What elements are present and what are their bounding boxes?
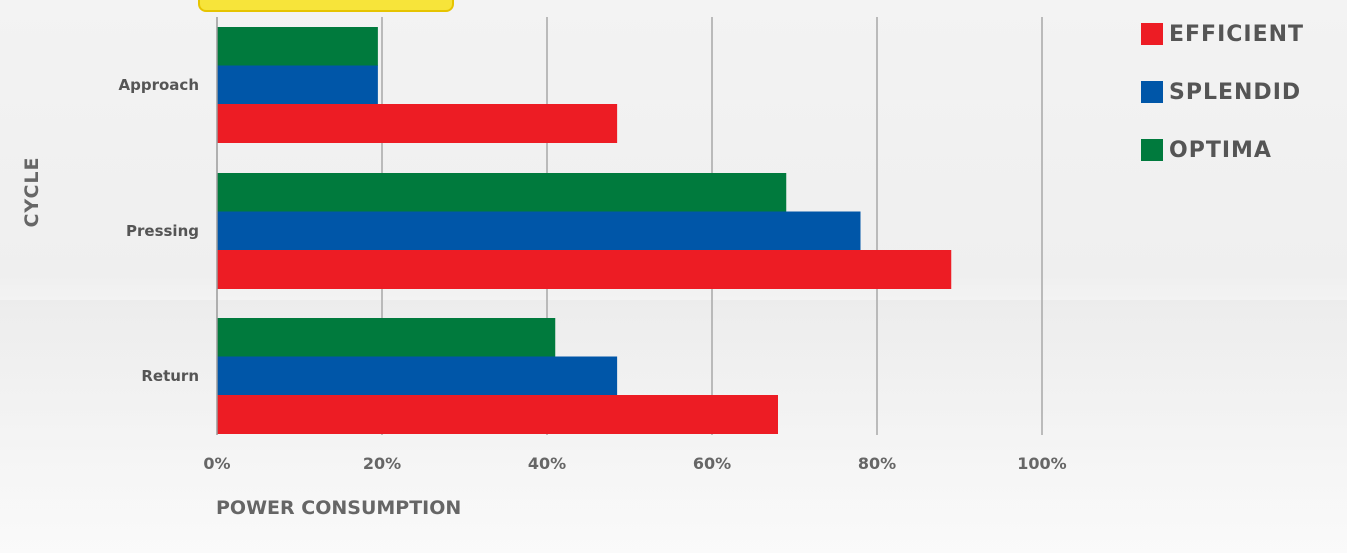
bar-approach-optima xyxy=(217,27,378,66)
yellow-tab-decoration xyxy=(198,0,454,12)
legend: EFFICIENT SPLENDID OPTIMA xyxy=(1141,12,1304,186)
legend-swatch xyxy=(1141,139,1163,161)
bar-return-efficient xyxy=(217,395,778,434)
x-tick-label: 80% xyxy=(857,454,897,473)
legend-item: SPLENDID xyxy=(1141,70,1304,114)
category-label: Approach xyxy=(118,75,199,94)
legend-swatch xyxy=(1141,23,1163,45)
y-axis-label: CYCLE xyxy=(21,156,43,228)
legend-label: EFFICIENT xyxy=(1169,21,1305,47)
legend-item: EFFICIENT xyxy=(1141,12,1304,56)
x-axis-label: POWER CONSUMPTION xyxy=(216,497,462,519)
bar-pressing-optima xyxy=(217,173,787,212)
x-tick-label: 40% xyxy=(527,454,567,473)
bar-pressing-splendid xyxy=(217,211,861,251)
bar-pressing-efficient xyxy=(217,250,952,289)
legend-swatch xyxy=(1141,81,1163,103)
bar-approach-efficient xyxy=(217,104,618,143)
category-label: Return xyxy=(141,366,199,385)
bar-return-splendid xyxy=(217,356,618,396)
x-tick-label: 100% xyxy=(1017,454,1067,473)
legend-item: OPTIMA xyxy=(1141,128,1304,172)
legend-label: SPLENDID xyxy=(1169,79,1302,105)
bar-approach-splendid xyxy=(217,65,378,105)
x-tick-label: 0% xyxy=(203,454,231,473)
legend-label: OPTIMA xyxy=(1169,137,1272,163)
x-tick-label: 60% xyxy=(692,454,732,473)
bar-return-optima xyxy=(217,318,556,357)
x-tick-label: 20% xyxy=(362,454,402,473)
category-label: Pressing xyxy=(126,221,199,240)
